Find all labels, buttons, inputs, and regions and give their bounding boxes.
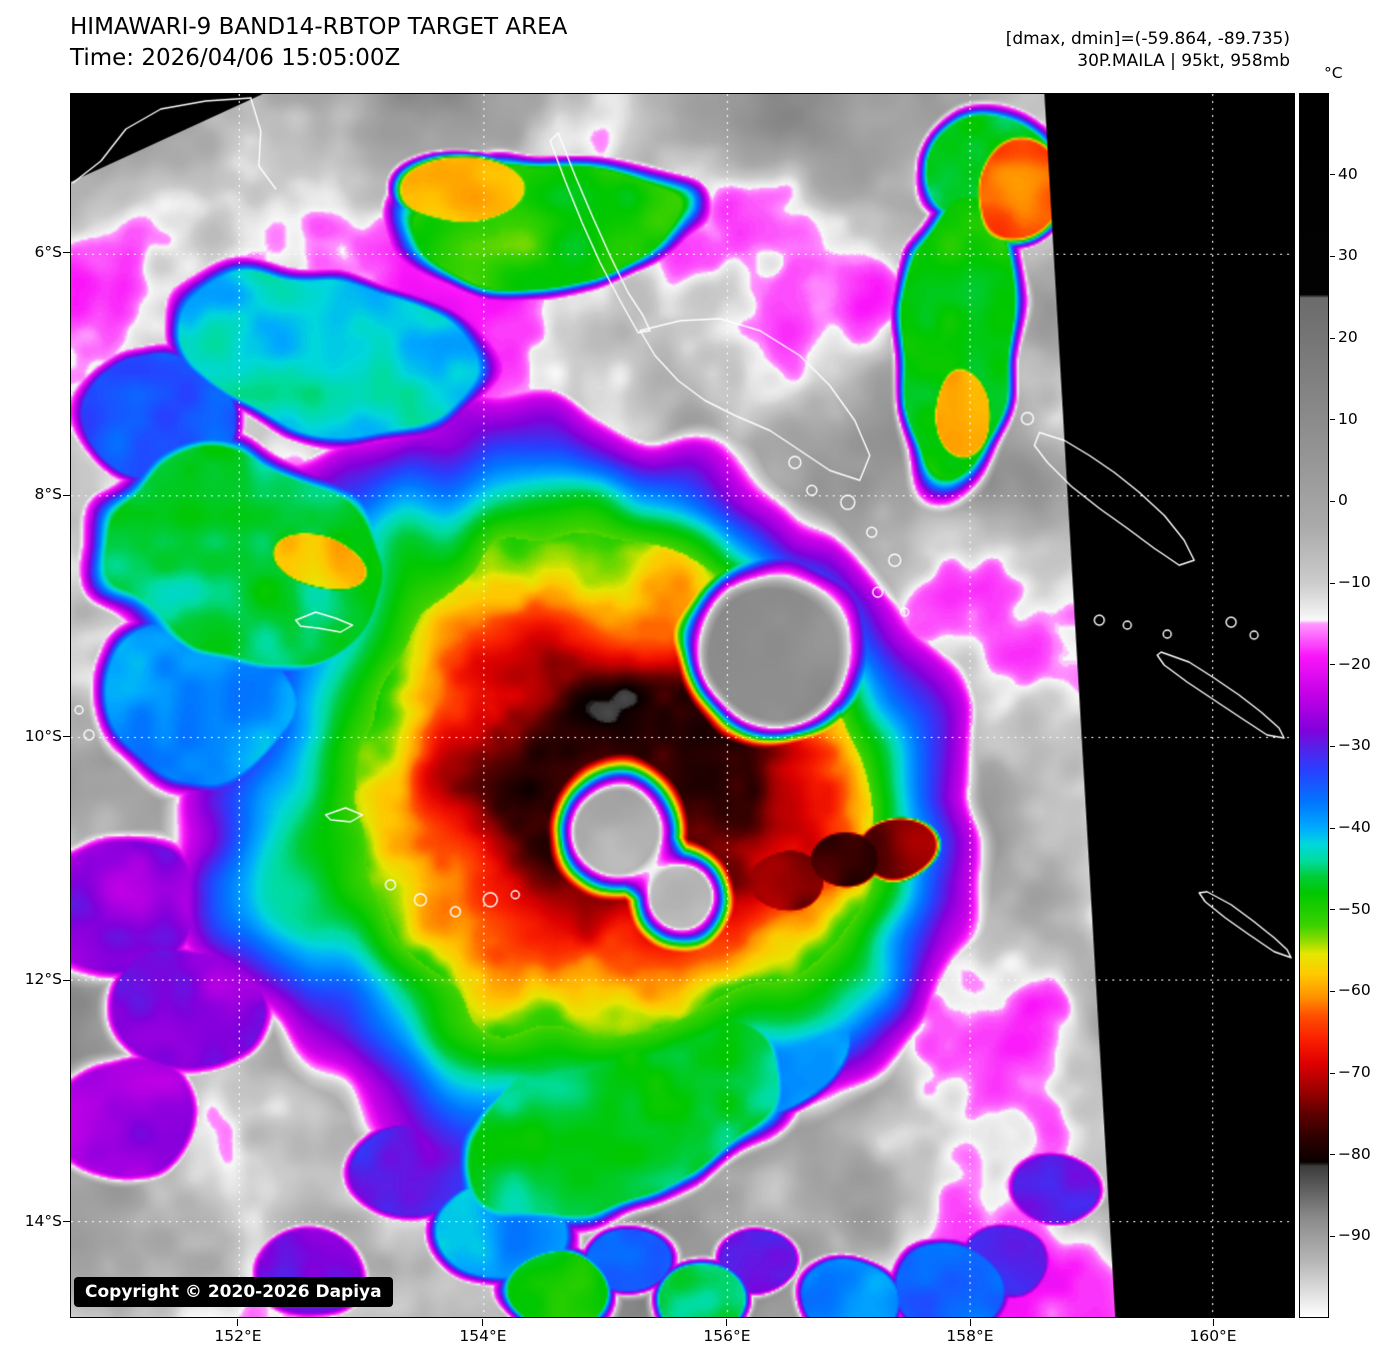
colorbar-tick-mark: [1330, 582, 1335, 584]
lon-label: 158°E: [946, 1327, 994, 1345]
colorbar-tick-mark: [1330, 1072, 1335, 1074]
lat-tick-mark: [63, 252, 70, 254]
lat-tick-mark: [63, 736, 70, 738]
lon-tick-mark: [237, 1319, 239, 1326]
colorbar-unit-label: °C: [1324, 64, 1343, 82]
colorbar-tick-mark: [1330, 337, 1335, 339]
colorbar-tick-label: 20: [1338, 328, 1358, 346]
lon-label: 154°E: [459, 1327, 507, 1345]
colorbar-tick-mark: [1330, 664, 1335, 666]
colorbar-tick-label: −10: [1338, 573, 1371, 591]
satellite-imagery-canvas: [71, 94, 1294, 1317]
lon-tick-mark: [1212, 1319, 1214, 1326]
lon-label: 160°E: [1189, 1327, 1237, 1345]
colorbar-tick-mark: [1330, 255, 1335, 257]
colorbar-tick-label: −60: [1338, 981, 1371, 1000]
lon-tick-mark: [969, 1319, 971, 1326]
colorbar-tick-mark: [1330, 1235, 1335, 1237]
colorbar-tick-mark: [1330, 1154, 1335, 1156]
colorbar-tick-label: −40: [1338, 818, 1371, 836]
colorbar-tick-mark: [1330, 990, 1335, 992]
lat-tick-mark: [63, 1221, 70, 1223]
colorbar-tick-mark: [1330, 174, 1335, 176]
lon-tick-mark: [482, 1319, 484, 1326]
copyright-badge: Copyright © 2020-2026 Dapiya: [74, 1277, 393, 1307]
figure-timestamp: Time: 2026/04/06 15:05:00Z: [70, 44, 401, 71]
colorbar-tick-label: 30: [1338, 246, 1358, 265]
colorbar-tick-label: −90: [1338, 1226, 1371, 1245]
colorbar-tick-mark: [1330, 419, 1335, 421]
colorbar-tick-mark: [1330, 745, 1335, 747]
title-block: HIMAWARI-9 BAND14-RBTOP TARGET AREA Time…: [70, 12, 567, 73]
colorbar-tick-label: −50: [1338, 899, 1371, 918]
lon-label: 152°E: [214, 1327, 262, 1345]
lon-label: 156°E: [703, 1327, 751, 1345]
colorbar: [1299, 93, 1329, 1318]
range-info: [dmax, dmin]=(-59.864, -89.735): [1005, 29, 1290, 49]
colorbar-tick-label: −20: [1338, 654, 1371, 673]
figure-title: HIMAWARI-9 BAND14-RBTOP TARGET AREA: [70, 14, 568, 40]
lat-label: 6°S: [34, 242, 62, 261]
colorbar-tick-mark: [1330, 500, 1335, 502]
colorbar-tick-mark: [1330, 909, 1335, 911]
lon-tick-mark: [726, 1319, 728, 1326]
colorbar-tick-label: 40: [1338, 164, 1358, 183]
satellite-map: Copyright © 2020-2026 Dapiya: [70, 93, 1295, 1318]
colorbar-tick-label: 0: [1338, 491, 1348, 510]
lat-label: 14°S: [24, 1211, 62, 1230]
colorbar-tick-mark: [1330, 827, 1335, 829]
lat-label: 8°S: [34, 485, 62, 504]
lat-tick-mark: [63, 494, 70, 496]
lat-label: 10°S: [24, 726, 62, 745]
colorbar-tick-label: −30: [1338, 736, 1371, 755]
lat-tick-mark: [63, 979, 70, 981]
colorbar-tick-label: −80: [1338, 1144, 1371, 1163]
info-block: [dmax, dmin]=(-59.864, -89.735) 30P.MAIL…: [1006, 28, 1290, 72]
storm-info: 30P.MAILA | 95kt, 958mb: [1077, 51, 1290, 72]
lat-label: 12°S: [24, 970, 62, 989]
colorbar-tick-label: 10: [1338, 409, 1358, 428]
colorbar-tick-label: −70: [1338, 1063, 1371, 1081]
